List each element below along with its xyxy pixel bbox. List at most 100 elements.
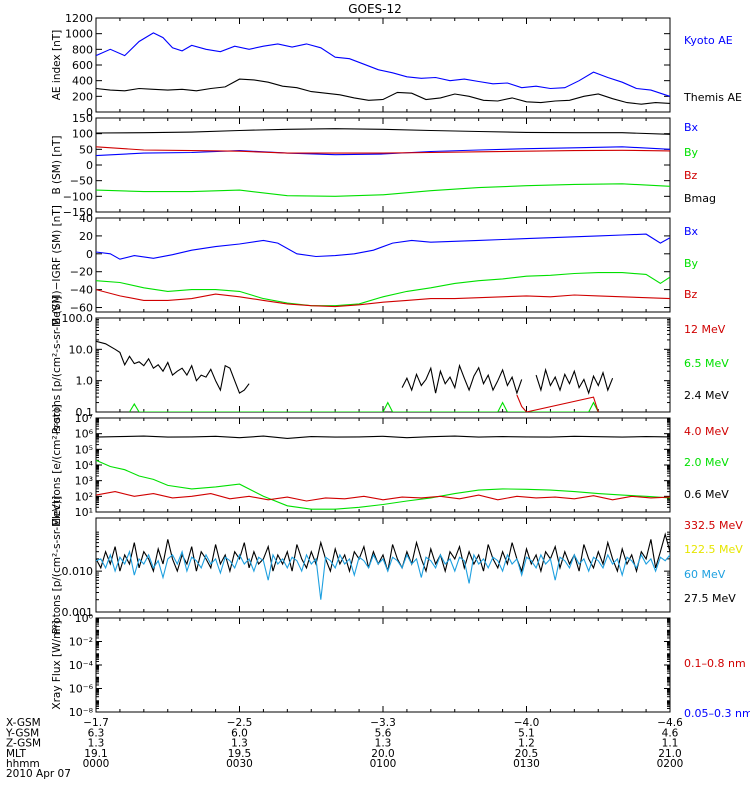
panel-frame <box>95 517 671 613</box>
x-tick-label: 20.5 <box>515 748 538 760</box>
series-2-4-mev-c- <box>535 367 614 395</box>
series-2-0-mev <box>96 459 670 510</box>
legend-label: 0.6 MeV <box>684 488 729 501</box>
legend-label: Kyoto AE <box>684 34 733 47</box>
series-by <box>96 272 670 307</box>
y-tick-label: 10⁻² <box>69 636 93 649</box>
x-row-label: hhmm <box>6 758 40 770</box>
y-tick-label: 0 <box>86 159 93 172</box>
legend-label: Bx <box>684 225 699 238</box>
legend-label: 2.4 MeV <box>684 389 729 402</box>
y-tick-label: 10⁵ <box>75 443 93 456</box>
y-tick-label: 50 <box>79 143 93 156</box>
y-axis-label: B (SM)−IGRF (SM) [nT] <box>51 205 63 325</box>
y-tick-label: 10⁻⁴ <box>69 659 94 672</box>
y-tick-label: 1200 <box>65 12 93 25</box>
x-tick-label: 19.1 <box>84 748 107 760</box>
y-tick-label: −150 <box>63 206 93 219</box>
x-tick-label: 0000 <box>83 758 110 770</box>
y-tick-label: 10² <box>75 490 93 503</box>
series-60-mev <box>96 549 670 600</box>
y-tick-label: 200 <box>72 90 93 103</box>
series-bz <box>96 289 670 308</box>
y-tick-label: −100 <box>63 190 93 203</box>
series-0-6-mev <box>96 435 670 439</box>
x-tick-label: 0030 <box>226 758 253 770</box>
x-tick-label: −2.5 <box>227 717 253 729</box>
x-tick-label: 19.5 <box>228 748 251 760</box>
legend-label: 122.5 MeV <box>684 543 743 556</box>
x-tick-label: 0200 <box>657 758 684 770</box>
y-tick-label: 150 <box>72 112 93 125</box>
series-bz <box>96 146 670 154</box>
y-tick-label: 100.0 <box>62 312 94 325</box>
legend-label: Bmag <box>684 192 716 205</box>
y-tick-label: 10⁶ <box>75 428 94 441</box>
legend-label: 6.5 MeV <box>684 357 729 370</box>
x-tick-label: 1.2 <box>518 738 535 750</box>
x-tick-label: 6.0 <box>231 727 248 739</box>
legend-label: 4.0 MeV <box>684 425 729 438</box>
legend-label: Themis AE <box>683 91 742 104</box>
y-tick-label: −40 <box>70 284 93 297</box>
legend-label: 2.0 MeV <box>684 456 729 469</box>
y-axis-label: Protons [p/(cm²-s-sr-MeV)] <box>51 296 63 434</box>
y-axis-label: Electrons [e/(cm²-s-sr)] <box>51 404 63 525</box>
x-tick-label: 6.3 <box>88 727 105 739</box>
x-tick-label: 4.6 <box>662 727 679 739</box>
y-axis-label: Xray Flux [W/m²] <box>51 620 63 709</box>
x-tick-label: −4.6 <box>657 717 683 729</box>
legend-label: 60 MeV <box>684 568 726 581</box>
panel-frame <box>95 417 671 513</box>
legend-label: By <box>684 146 699 159</box>
y-tick-label: 10.0 <box>69 343 94 356</box>
date-label: 2010 Apr 07 <box>6 768 71 780</box>
panel-3: −60 −40 −20 0 20 40 B (SM)−IGRF (SM) [nT] Bx By B… <box>51 205 699 325</box>
legend-label: 0.05–0.3 nm <box>684 707 750 720</box>
series-kyoto-ae <box>96 32 670 97</box>
y-tick-label: 20 <box>79 230 93 243</box>
legend-label: 332.5 MeV <box>684 519 743 532</box>
x-tick-label: 0130 <box>513 758 540 770</box>
y-tick-label: −60 <box>70 302 93 315</box>
panel-7: 10⁻⁸ 10⁻⁶ 10⁻⁴ 10⁻² 10⁰ Xray Flux [W/m²] 0.1–0… <box>51 612 750 720</box>
x-tick-label: −1.7 <box>83 717 109 729</box>
series-12-mev <box>516 394 599 412</box>
y-tick-label: 600 <box>72 59 93 72</box>
series-bx <box>96 233 670 260</box>
panel-frame <box>95 17 671 113</box>
y-tick-label: 10⁻⁶ <box>69 683 94 696</box>
legend-label: 0.1–0.8 nm <box>684 657 746 670</box>
y-tick-label: 0.001 <box>62 606 94 619</box>
y-tick-label: −20 <box>70 266 93 279</box>
y-tick-label: 0.010 <box>62 565 94 578</box>
y-axis-label: Protons [p/(cm²-s-sr-MeV)] <box>51 496 63 634</box>
legend-label: 27.5 MeV <box>684 592 736 605</box>
y-tick-label: 0 <box>86 106 93 119</box>
y-axis-label: B (SM) [nT] <box>51 135 63 194</box>
x-row-label: X-GSM <box>6 717 41 729</box>
x-tick-label: 1.3 <box>375 738 392 750</box>
x-tick-label: 20.0 <box>371 748 394 760</box>
legend-label: 12 MeV <box>684 323 726 336</box>
y-tick-label: 10⁻⁸ <box>69 706 94 719</box>
series-bmag <box>96 128 670 135</box>
y-tick-label: 40 <box>79 212 93 225</box>
panel-frame <box>95 217 671 313</box>
panel-frame <box>95 317 671 413</box>
chart-title: GOES-12 <box>348 2 402 16</box>
x-row-label: Y-GSM <box>5 727 39 739</box>
legend-label: Bz <box>684 169 698 182</box>
x-row-label: Z-GSM <box>6 738 41 750</box>
x-tick-label: −3.3 <box>370 717 396 729</box>
y-tick-label: 10⁴ <box>75 459 94 472</box>
y-tick-label: 800 <box>72 43 93 56</box>
y-tick-label: 400 <box>72 75 93 88</box>
x-tick-label: 1.3 <box>88 738 105 750</box>
series-bx <box>96 146 670 157</box>
y-tick-label: 10⁰ <box>75 612 94 625</box>
y-tick-label: 10⁷ <box>75 412 93 425</box>
